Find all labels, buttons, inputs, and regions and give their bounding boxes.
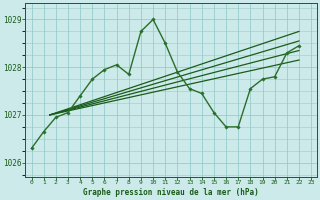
X-axis label: Graphe pression niveau de la mer (hPa): Graphe pression niveau de la mer (hPa) <box>84 188 259 197</box>
